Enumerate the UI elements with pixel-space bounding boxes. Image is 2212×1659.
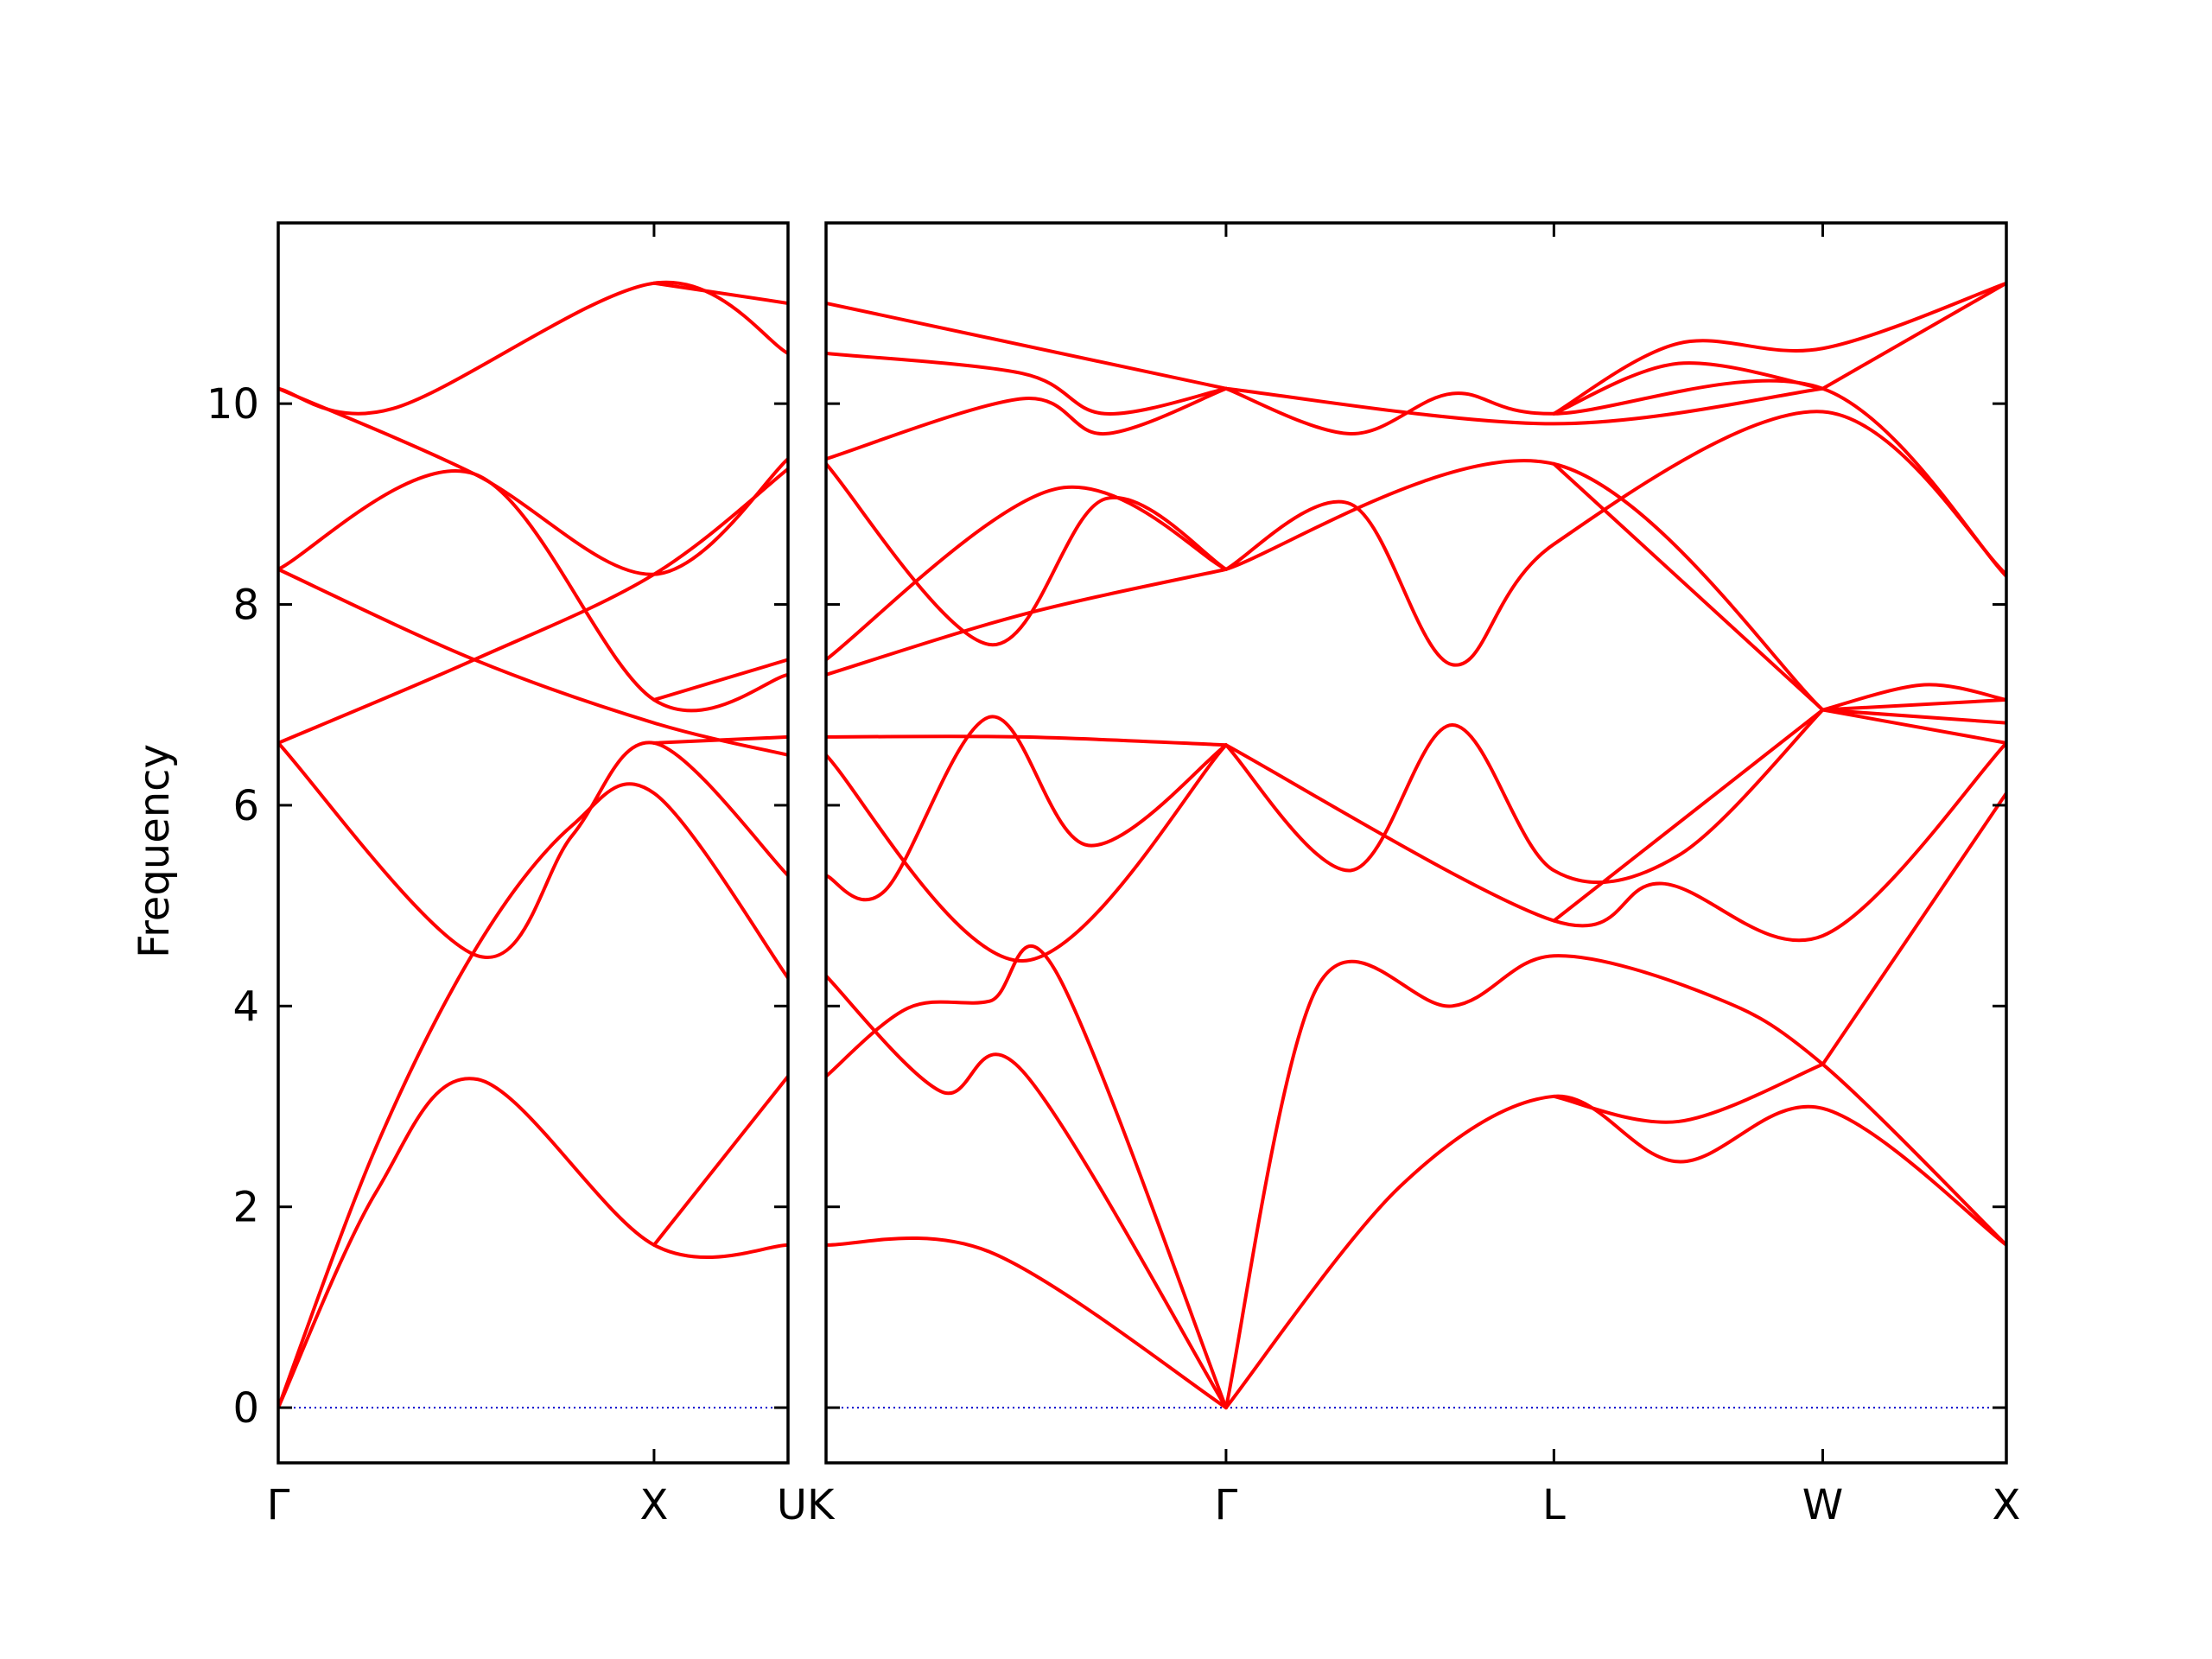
- phonon-band-0-3: [278, 467, 788, 745]
- phonon-band-1-5: [1224, 954, 2006, 1410]
- x-tick-label: W: [1802, 1481, 1843, 1529]
- phonon-band-1-26: [1224, 378, 2006, 578]
- phonon-band-1-23: [1224, 410, 2006, 667]
- phonon-band-1-29: [1552, 281, 2006, 416]
- y-tick-label: 0: [232, 1384, 259, 1433]
- band-lines: [278, 280, 788, 1410]
- phonon-band-1-17: [826, 567, 1228, 677]
- y-tick-label: 6: [232, 782, 259, 830]
- phonon-band-0-9: [652, 734, 788, 745]
- phonon-band-0-0: [278, 1077, 788, 1410]
- phonon-band-0-10: [652, 658, 788, 702]
- phonon-band-0-6: [278, 386, 788, 576]
- phonon-band-1-1: [826, 974, 1228, 1410]
- x-tick-label: L: [1542, 1481, 1566, 1529]
- phonon-band-1-16: [1821, 697, 2006, 712]
- phonon-band-1-10: [1224, 708, 1825, 885]
- phonon-band-1-30: [1821, 281, 2006, 391]
- x-tick-label: X: [1993, 1481, 2021, 1529]
- phonon-band-1-22: [826, 301, 1228, 391]
- x-tick-label: Γ: [267, 1481, 290, 1529]
- phonon-band-0-11: [652, 281, 788, 305]
- y-axis-label: Frequency: [130, 744, 179, 958]
- phonon-band-1-15: [1821, 683, 2006, 712]
- x-tick-label: Γ: [1215, 1481, 1238, 1529]
- phonon-band-1-6: [1821, 791, 2006, 1066]
- phonon-band-0-2: [278, 741, 788, 960]
- y-tick-label: 2: [232, 1184, 259, 1232]
- phonon-band-1-2: [826, 944, 1228, 1410]
- y-tick-label: 4: [232, 982, 259, 1031]
- phonon-band-1-25: [1552, 461, 1825, 712]
- phonon-band-1-18: [826, 485, 1228, 662]
- x-tick-label: U: [777, 1481, 807, 1529]
- phonon-band-1-4: [1552, 1062, 1825, 1124]
- phonon-band-1-8: [826, 743, 1228, 963]
- phonon-band-0-8: [652, 1074, 788, 1247]
- y-tick-label: 8: [232, 582, 259, 630]
- phonon-band-1-20: [826, 386, 1228, 461]
- phonon-band-1-28: [1552, 361, 1825, 416]
- plot-frame: [276, 221, 790, 1465]
- phonon-band-1-12: [1552, 708, 1825, 923]
- panel-gamma-x-u: 0 2 4 6 8 10 Γ X U: [207, 221, 807, 1529]
- phonon-band-1-9: [826, 734, 1228, 747]
- phonon-band-0-5: [278, 567, 788, 757]
- phonon-band-1-7: [826, 715, 1228, 902]
- phonon-band-1-27: [1224, 386, 1825, 426]
- band-lines: [826, 281, 2006, 1410]
- x-tick-label: X: [639, 1481, 668, 1529]
- phonon-band-1-11: [1224, 741, 2006, 943]
- panels: 0 2 4 6 8 10 Γ X U K Γ L W X: [207, 221, 2021, 1529]
- phonon-band-0-7: [278, 280, 788, 416]
- plot-frame: [824, 221, 2008, 1465]
- phonon-band-0-4: [278, 469, 788, 713]
- phonon-band-1-21: [826, 352, 1228, 416]
- phonon-band-1-24: [1224, 459, 1825, 712]
- y-tick-label: 10: [207, 380, 259, 429]
- phonon-band-1-14: [1821, 708, 2006, 725]
- phonon-band-1-0: [826, 1236, 1228, 1410]
- phonon-band-1-19: [826, 461, 1228, 647]
- phonon-band-0-1: [278, 782, 788, 1410]
- x-tick-label: K: [807, 1481, 836, 1529]
- phonon-band-1-3: [1224, 1094, 2006, 1410]
- phonon-band-1-13: [1821, 708, 2006, 745]
